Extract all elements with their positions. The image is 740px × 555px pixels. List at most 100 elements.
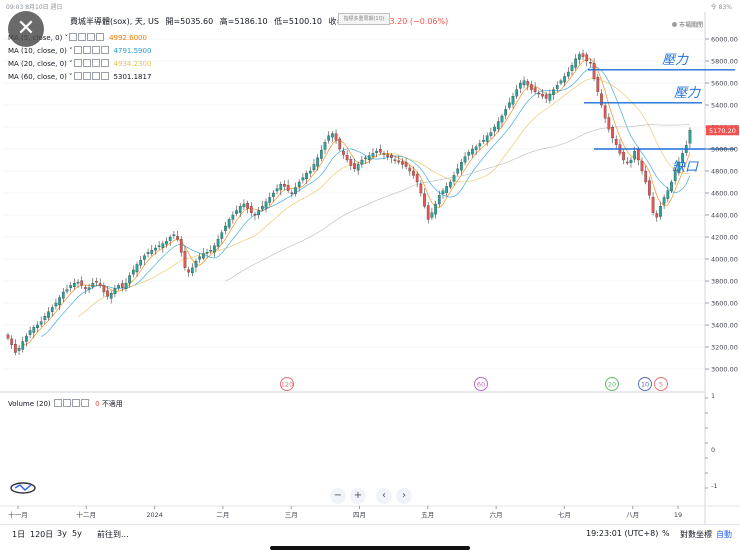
- volume-tick-label: 0: [711, 446, 715, 454]
- candle-body: [611, 127, 614, 139]
- grid-lines: [0, 12, 740, 524]
- candle-body: [154, 247, 157, 251]
- candle-body: [485, 135, 489, 142]
- chevron-down-icon[interactable]: ˅: [62, 34, 69, 42]
- more-icon[interactable]: [100, 72, 109, 80]
- log-toggle[interactable]: 對數坐標: [680, 530, 712, 539]
- candle-body: [14, 343, 17, 353]
- candle-body: [338, 138, 342, 150]
- candle-body: [367, 155, 371, 160]
- market-status: 市場關閉: [672, 20, 703, 29]
- settings-icon[interactable]: [78, 33, 87, 41]
- settings-icon[interactable]: [62, 399, 71, 407]
- candle-body: [124, 283, 128, 290]
- close-icon[interactable]: [91, 59, 100, 67]
- chart-canvas[interactable]: 3000.00 3200.00 3400.00 3600.00 3800.00 4000.…: [0, 0, 740, 524]
- more-icon[interactable]: [100, 59, 109, 67]
- range-3y-button[interactable]: 3y: [57, 529, 67, 538]
- candle-body: [161, 243, 165, 248]
- settings-icon[interactable]: [82, 72, 91, 80]
- candle-body: [272, 192, 275, 197]
- close-button[interactable]: ✕: [8, 11, 44, 47]
- chevron-down-icon[interactable]: ˅: [66, 73, 73, 81]
- more-icon[interactable]: [80, 399, 89, 407]
- candle-body: [651, 197, 655, 213]
- candle-body: [224, 225, 227, 231]
- candle-body: [603, 105, 607, 119]
- candle-body: [474, 146, 478, 150]
- more-icon[interactable]: [96, 33, 105, 41]
- volume-label[interactable]: Volume (20): [8, 400, 51, 408]
- close-icon: ✕: [16, 16, 36, 41]
- candle-body: [559, 80, 563, 84]
- candle-body: [467, 152, 471, 156]
- scroll-left-button[interactable]: ‹: [376, 488, 392, 504]
- y-tick-label: 5400.00: [711, 102, 738, 110]
- candle-body: [533, 87, 537, 92]
- zoom-in-button[interactable]: +: [350, 488, 366, 504]
- range-120d-button[interactable]: 120日: [30, 530, 54, 539]
- more-icon[interactable]: [100, 46, 109, 54]
- candle-body: [202, 253, 205, 259]
- candle-body: [323, 142, 327, 150]
- period-badge-label: 120: [281, 381, 293, 389]
- candle-body: [526, 81, 530, 86]
- eye-icon[interactable]: [73, 59, 82, 67]
- candle-body: [633, 151, 636, 160]
- eye-icon[interactable]: [73, 46, 82, 54]
- candle-body: [629, 159, 633, 164]
- y-tick-label: 4800.00: [711, 168, 738, 176]
- ma-legend-value: 4992.6000: [109, 34, 147, 42]
- ma-legend-row[interactable]: MA (10, close, 0) ˅ 4791.5900: [8, 46, 151, 55]
- candle-body: [220, 232, 224, 239]
- candle-body: [305, 173, 308, 180]
- range-1d-button[interactable]: 1日: [12, 530, 26, 539]
- close-icon[interactable]: [87, 33, 96, 41]
- auto-toggle[interactable]: 自動: [716, 530, 732, 539]
- status-dot-icon: [672, 22, 677, 27]
- candle-body: [349, 159, 353, 166]
- candle-body: [441, 190, 445, 195]
- candle-body: [327, 135, 331, 141]
- ma-legend-row[interactable]: MA (20, close, 0) ˅ 4934.2300: [8, 59, 151, 68]
- candle-body: [353, 163, 356, 169]
- ma-legend-label[interactable]: MA (10, close, 0): [8, 47, 67, 55]
- range-5y-button[interactable]: 5y: [72, 529, 82, 538]
- settings-icon[interactable]: [82, 46, 91, 54]
- status-time: 09:03 8月10日 週日: [6, 4, 63, 11]
- candle-body: [493, 126, 496, 132]
- close-icon[interactable]: [91, 46, 100, 54]
- chevron-down-icon[interactable]: ˅: [66, 47, 73, 55]
- chevron-down-icon[interactable]: ˅: [66, 60, 73, 68]
- percent-toggle[interactable]: %: [662, 529, 670, 538]
- x-tick-label: 七月: [558, 510, 571, 519]
- candle-body: [670, 181, 673, 191]
- ma-legend-row[interactable]: MA (60, close, 0) ˅ 5301.1817: [8, 72, 151, 81]
- eye-icon[interactable]: [73, 72, 82, 80]
- zoom-out-button[interactable]: −: [330, 488, 346, 504]
- candle-body: [614, 139, 618, 145]
- candle-body: [172, 234, 176, 236]
- ma-legend-label[interactable]: MA (60, close, 0): [8, 73, 67, 81]
- candle-body: [423, 193, 426, 207]
- settings-icon[interactable]: [82, 59, 91, 67]
- candlesticks: [6, 49, 692, 356]
- close-icon[interactable]: [91, 72, 100, 80]
- y-tick-label: 6000.00: [711, 36, 738, 44]
- eye-icon[interactable]: [53, 399, 62, 407]
- goto-button[interactable]: 前往到...: [97, 530, 129, 539]
- indicator-tooltip: 指標多重周期(1Q): [338, 13, 390, 25]
- clock: 19:23:01 (UTC+8): [586, 529, 659, 538]
- candle-body: [581, 53, 585, 57]
- eye-icon[interactable]: [69, 33, 78, 41]
- candle-body: [662, 197, 666, 205]
- candle-body: [146, 252, 150, 254]
- candle-body: [452, 175, 456, 182]
- symbol-title[interactable]: 費城半導體(sox), 天, US: [70, 17, 159, 26]
- ma-legend-label[interactable]: MA (20, close, 0): [8, 60, 67, 68]
- scroll-right-button[interactable]: ›: [396, 488, 412, 504]
- candle-body: [275, 188, 279, 192]
- annotation-gap: 缺口: [672, 160, 699, 175]
- candle-body: [47, 311, 50, 318]
- close-icon[interactable]: [71, 399, 80, 407]
